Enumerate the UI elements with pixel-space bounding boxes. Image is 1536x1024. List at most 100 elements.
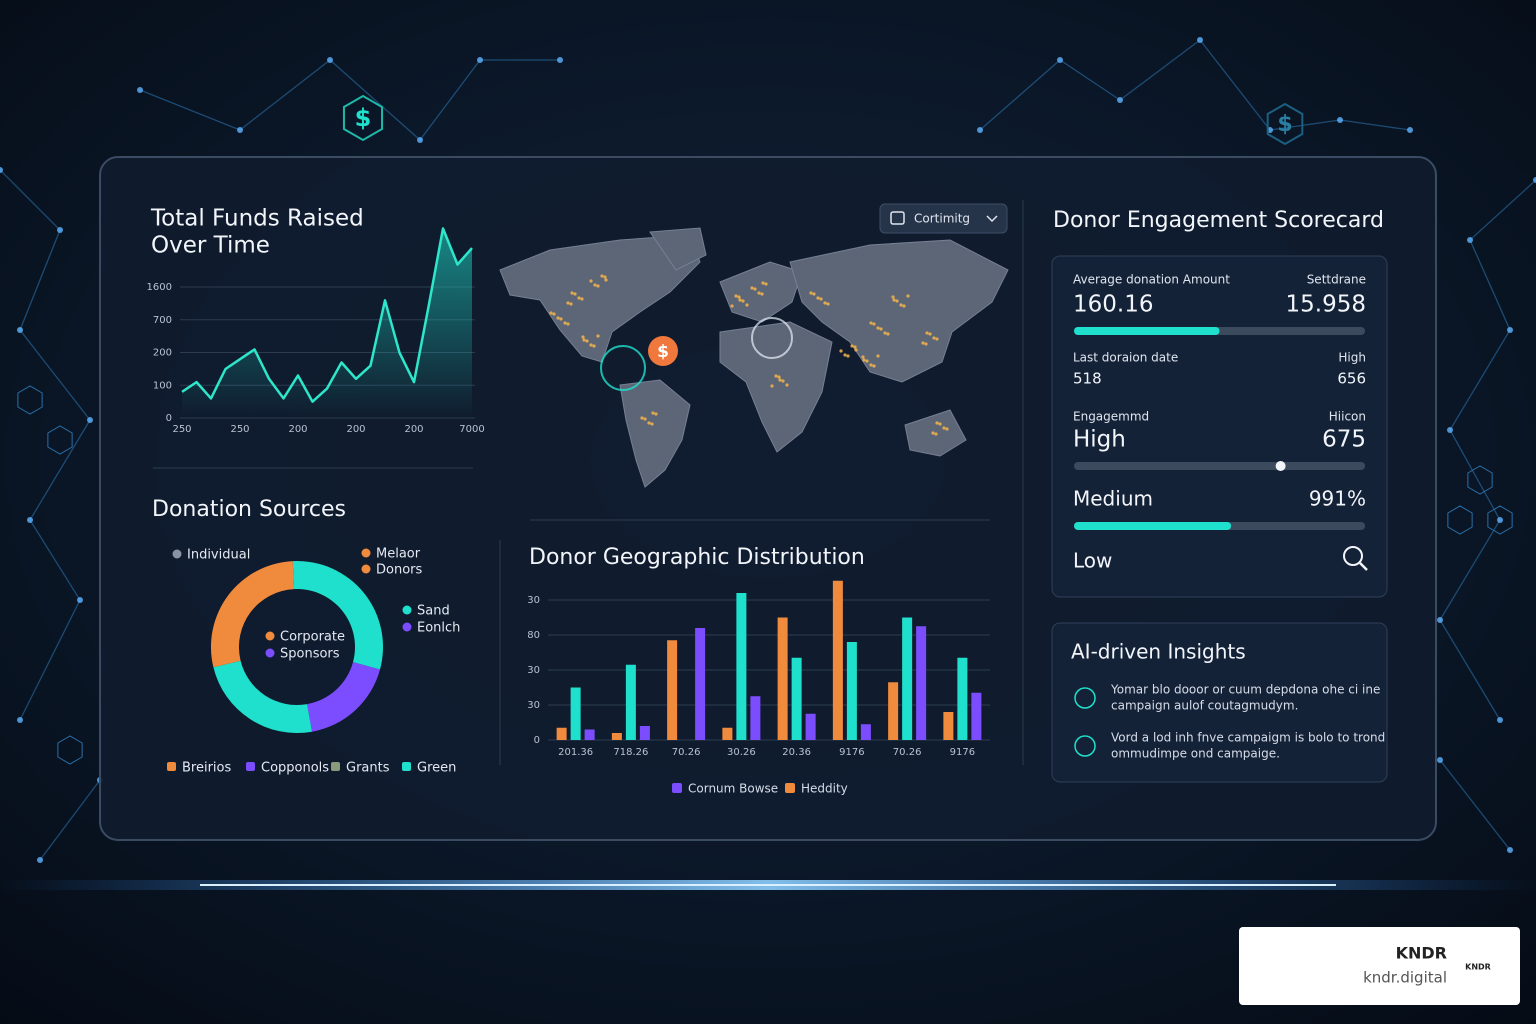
map-land	[499, 234, 701, 363]
city-light	[753, 287, 757, 291]
bar	[611, 733, 622, 740]
search-icon	[1343, 546, 1363, 566]
progress-track	[1074, 462, 1365, 470]
network-line	[139, 59, 560, 141]
city-light	[730, 304, 734, 308]
city-light	[604, 278, 608, 282]
legend-label: Copponols	[261, 761, 329, 776]
bar	[750, 696, 761, 740]
metric-label: Low	[1073, 549, 1112, 573]
map-land	[719, 321, 833, 453]
metric-label: Last doraion date	[1073, 351, 1178, 365]
network-node	[1467, 237, 1473, 243]
city-light	[563, 321, 567, 325]
network-node	[137, 87, 143, 93]
chart-title: Donation Sources	[152, 497, 346, 522]
city-light	[549, 311, 553, 315]
line	[181, 227, 473, 403]
city-light	[770, 384, 774, 388]
watermark-logo: KNDR	[1465, 963, 1491, 972]
bar	[667, 640, 678, 740]
city-light	[577, 296, 581, 300]
city-light	[895, 299, 899, 303]
legend-label: Green	[417, 761, 456, 776]
network-node	[1507, 847, 1513, 853]
city-light	[843, 353, 847, 357]
metric-value: 991%	[1309, 487, 1366, 511]
donut-segment	[210, 561, 295, 668]
network-node	[237, 127, 243, 133]
city-light	[886, 332, 890, 336]
x-tick-label: 70.26	[893, 747, 922, 758]
city-light	[760, 292, 764, 296]
metric-value: 518	[1073, 370, 1102, 388]
city-light	[932, 336, 936, 340]
legend-swatch	[167, 762, 176, 771]
annotation: Sponsors	[280, 647, 340, 662]
filter-button-label: Cortimitg	[914, 212, 970, 226]
city-light	[761, 281, 765, 285]
y-tick-label: 1600	[147, 282, 172, 293]
bar	[695, 628, 706, 740]
bar	[791, 657, 802, 740]
city-light	[934, 432, 938, 436]
city-light	[902, 304, 906, 308]
x-tick-label: 200	[346, 424, 365, 435]
metric-value: High	[1073, 427, 1126, 453]
metric-value: 15.958	[1286, 292, 1366, 318]
city-light	[812, 292, 816, 296]
city-light	[774, 374, 778, 378]
city-light	[850, 344, 854, 348]
metric-value: 160.16	[1073, 292, 1153, 318]
network-node	[1117, 97, 1123, 103]
insight-text: Yomar blo dooor or cuum depdona ohe ci i…	[1110, 683, 1380, 697]
y-tick-label: 30	[527, 595, 540, 606]
city-light	[861, 355, 865, 359]
annotation-dot	[265, 631, 275, 641]
annotation-dot	[172, 549, 182, 559]
y-tick-label: 0	[166, 413, 172, 424]
city-light	[589, 279, 593, 283]
y-tick-label: 80	[527, 630, 540, 641]
horizon-glow-core	[200, 884, 1336, 886]
chart-title: Donor Geographic Distribution	[529, 545, 865, 570]
x-tick-label: 200	[288, 424, 307, 435]
city-light	[906, 294, 910, 298]
legend-label: Breirios	[182, 761, 231, 776]
city-light	[585, 339, 589, 343]
network-node	[1057, 57, 1063, 63]
bar	[639, 726, 650, 740]
bar	[777, 617, 788, 740]
network-node	[977, 127, 983, 133]
city-light	[865, 359, 869, 363]
x-tick-label: 201.36	[558, 747, 593, 758]
x-tick-label: 70.26	[672, 747, 701, 758]
metric-value: 675	[1322, 427, 1366, 453]
network-node	[1437, 617, 1443, 623]
marker-dollar: $	[657, 342, 669, 362]
city-light	[738, 298, 742, 302]
legend-swatch	[331, 762, 340, 771]
city-light	[819, 297, 823, 301]
bar	[736, 593, 747, 740]
donut-segment	[292, 560, 383, 670]
watermark-name: KNDR	[1396, 944, 1447, 963]
annotation-dot	[361, 548, 371, 558]
city-light	[872, 364, 876, 368]
city-light	[643, 417, 647, 421]
y-tick-label: 700	[153, 315, 172, 326]
progress-fill	[1074, 327, 1220, 335]
annotation-dot	[265, 648, 275, 658]
dropdown-chevron	[986, 215, 998, 223]
city-light	[869, 321, 873, 325]
metric-label: Hiicon	[1329, 410, 1366, 424]
bar	[805, 713, 816, 740]
chart-title: Total Funds Raised	[150, 206, 364, 232]
x-tick-label: 200	[404, 424, 423, 435]
city-light	[580, 297, 584, 301]
city-light	[573, 292, 577, 296]
x-tick-label: 9176	[839, 747, 864, 758]
bar	[846, 642, 857, 740]
city-light	[552, 312, 556, 316]
